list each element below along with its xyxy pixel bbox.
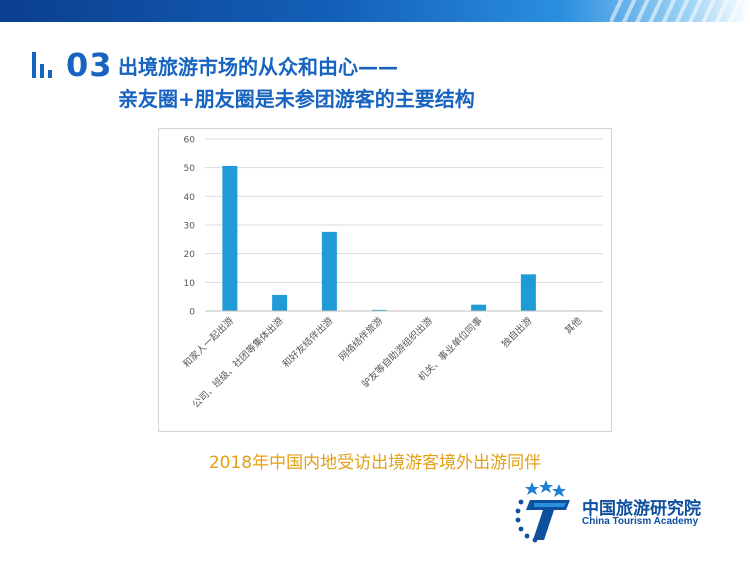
chart-caption: 2018年中国内地受访出境游客境外出游同伴 — [208, 453, 542, 473]
logo-emblem-icon — [515, 480, 570, 543]
y-tick-label: 30 — [184, 222, 196, 232]
x-tick-label: 网络结伴旅游 — [336, 314, 385, 363]
slide-title-line2: 亲友圈+朋友圈是未参团游客的主要结构 — [118, 87, 475, 111]
bar — [321, 231, 337, 311]
logo-name-cn: 中国旅游研究院 — [582, 499, 701, 519]
y-tick-label: 40 — [184, 193, 196, 203]
bar — [471, 304, 487, 311]
bar — [272, 294, 288, 311]
top-banner — [0, 0, 750, 22]
title-marker-icon — [32, 52, 52, 78]
x-tick-label: 其他 — [562, 314, 584, 336]
x-tick-label: 和家人一起出游 — [180, 314, 236, 370]
x-tick-label: 独自出游 — [499, 314, 535, 350]
section-number: 03 — [66, 46, 113, 84]
x-tick-label: 和好友结伴出游 — [280, 314, 336, 370]
y-tick-label: 50 — [184, 164, 196, 174]
academy-logo: 中国旅游研究院 China Tourism Academy — [512, 478, 732, 544]
bar — [371, 309, 387, 311]
bar — [222, 165, 238, 311]
y-tick-label: 0 — [189, 308, 195, 318]
y-tick-label: 60 — [184, 136, 196, 146]
y-tick-label: 10 — [184, 279, 196, 289]
bar-chart: 0 10 20 30 40 50 60 和家人一起出游公司、班级、社团等集体出游和好友结伴出游… — [180, 136, 603, 410]
x-tick-label: 公司、班级、社团等集体出游 — [190, 314, 286, 410]
slide-title-line1: 出境旅游市场的从众和由心—— — [118, 55, 398, 79]
logo-name-en: China Tourism Academy — [582, 516, 699, 527]
y-tick-label: 20 — [184, 250, 196, 260]
bar — [520, 274, 536, 311]
chart-frame: 0 10 20 30 40 50 60 和家人一起出游 公司、班级、社团等集体出游 和好友结伴出游… — [158, 128, 612, 432]
